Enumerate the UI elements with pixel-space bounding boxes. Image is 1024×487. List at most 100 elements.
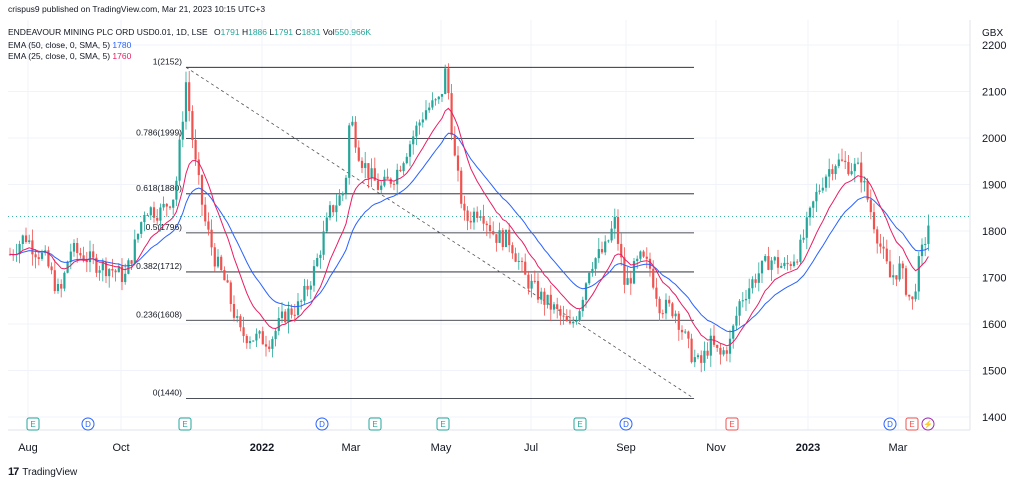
candle-body — [872, 212, 876, 230]
candle-body — [648, 258, 652, 269]
candle-body — [335, 205, 338, 213]
candle-body — [440, 93, 444, 97]
candle-body — [680, 329, 684, 333]
event-marker-label: E — [30, 420, 35, 429]
candle-body — [351, 121, 354, 126]
candle-body — [764, 256, 767, 261]
publish-text: crispus9 published on TradingView.com, M… — [8, 4, 266, 14]
candle-body — [812, 201, 815, 208]
candle-body — [703, 350, 706, 363]
ema25-label: EMA (25, close, 0, SMA, 5) — [8, 51, 111, 61]
candle-body — [424, 110, 428, 120]
candle-body — [671, 303, 674, 317]
candle-body — [207, 221, 210, 230]
event-marker-circle — [81, 417, 95, 431]
candle-body — [152, 207, 156, 218]
time-tick-label: Sep — [616, 442, 636, 454]
candle-body — [540, 291, 543, 300]
candle-body — [82, 255, 85, 261]
fib-level-label: 0.236(1608) — [136, 309, 182, 319]
candle-body — [645, 256, 648, 259]
event-marker-square — [178, 417, 192, 431]
candle-body — [517, 260, 520, 262]
close-value: 1831 — [301, 27, 321, 37]
candle-body — [802, 237, 805, 240]
ema25-legend[interactable]: EMA (25, close, 0, SMA, 5) 1760 — [8, 51, 131, 62]
time-tick-label: Mar — [889, 442, 908, 454]
candle-body — [661, 313, 664, 315]
candle-body — [287, 308, 290, 323]
ema50-line — [9, 132, 929, 333]
candle-body — [191, 111, 194, 140]
candle-body — [226, 280, 229, 283]
event-marker-label: E — [729, 420, 734, 429]
candle-body — [690, 338, 693, 363]
candle-body — [47, 250, 50, 267]
high-value: 1886 — [248, 27, 268, 37]
candle-body — [626, 278, 629, 285]
publish-info: crispus9 published on TradingView.com, M… — [8, 4, 265, 15]
candle-body — [146, 214, 149, 216]
candle-body — [815, 191, 818, 202]
candle-body — [543, 291, 546, 305]
candle-body — [504, 229, 508, 248]
event-marker-label: E — [372, 420, 377, 429]
candle-body — [338, 195, 341, 206]
candle-body — [908, 294, 911, 297]
candle-body — [140, 222, 143, 234]
candle-body — [796, 261, 799, 263]
candle-body — [488, 225, 492, 232]
currency-label: GBX — [982, 28, 1003, 39]
event-marker-label: E — [909, 420, 914, 429]
time-tick-label: Oct — [112, 442, 129, 454]
tradingview-brand[interactable]: 17 TradingView — [8, 466, 77, 478]
candle-body — [581, 299, 584, 312]
volume-label: Vol — [322, 27, 335, 37]
candle-body — [594, 258, 597, 269]
candle-body — [770, 260, 773, 270]
brand-name: TradingView — [22, 466, 78, 478]
candle-body — [524, 261, 527, 275]
candle-body — [421, 119, 424, 123]
candle-body — [450, 93, 453, 136]
ema50-legend[interactable]: EMA (50, close, 0, SMA, 5) 1780 — [8, 40, 131, 51]
fib-level-label: 0.618(1880) — [136, 183, 182, 193]
candle-body — [380, 185, 383, 190]
price-tick-label: 1700 — [982, 273, 1006, 285]
candle-body — [735, 315, 738, 326]
event-marker-label: E — [182, 420, 187, 429]
candle-body — [56, 283, 60, 292]
symbol-legend[interactable]: ENDEAVOUR MINING PLC ORD USD0.01, 1D, LS… — [8, 27, 371, 38]
candle-body — [924, 243, 927, 245]
candle-body — [844, 160, 847, 163]
candle-body — [725, 350, 728, 354]
candle-body — [50, 266, 53, 271]
time-tick-label: 2022 — [250, 442, 274, 454]
candle-body — [559, 308, 562, 316]
candle-body — [111, 269, 114, 271]
candle-body — [178, 139, 181, 181]
candle-body — [904, 268, 908, 295]
candle-body — [53, 270, 56, 292]
candle-body — [578, 311, 581, 321]
fibonacci-retracement: 1(2152) 0.786(1999) 0.618(1880) 0.5(1796) 0.… — [8, 56, 970, 399]
candle-body — [232, 303, 236, 318]
candle-body — [668, 299, 671, 304]
candle-body — [732, 325, 735, 339]
open-value: 1791 — [220, 27, 240, 37]
candle-body — [172, 199, 175, 208]
candle-body — [453, 135, 456, 156]
candle-body — [63, 272, 66, 289]
candle-body — [786, 262, 789, 265]
candlestick-series — [8, 63, 930, 373]
candle-body — [21, 235, 24, 245]
price-tick-label: 1600 — [982, 319, 1006, 331]
event-marker-label: E — [440, 420, 445, 429]
candle-body — [98, 270, 101, 273]
candle-body — [188, 82, 191, 112]
candle-body — [92, 251, 95, 258]
symbol-name: ENDEAVOUR MINING PLC ORD USD0.01, 1D, LS… — [8, 27, 208, 37]
candle-body — [127, 260, 130, 274]
time-axis: Aug Oct 2022 Mar May Jul Sep Nov 2023 Mar — [18, 442, 908, 454]
